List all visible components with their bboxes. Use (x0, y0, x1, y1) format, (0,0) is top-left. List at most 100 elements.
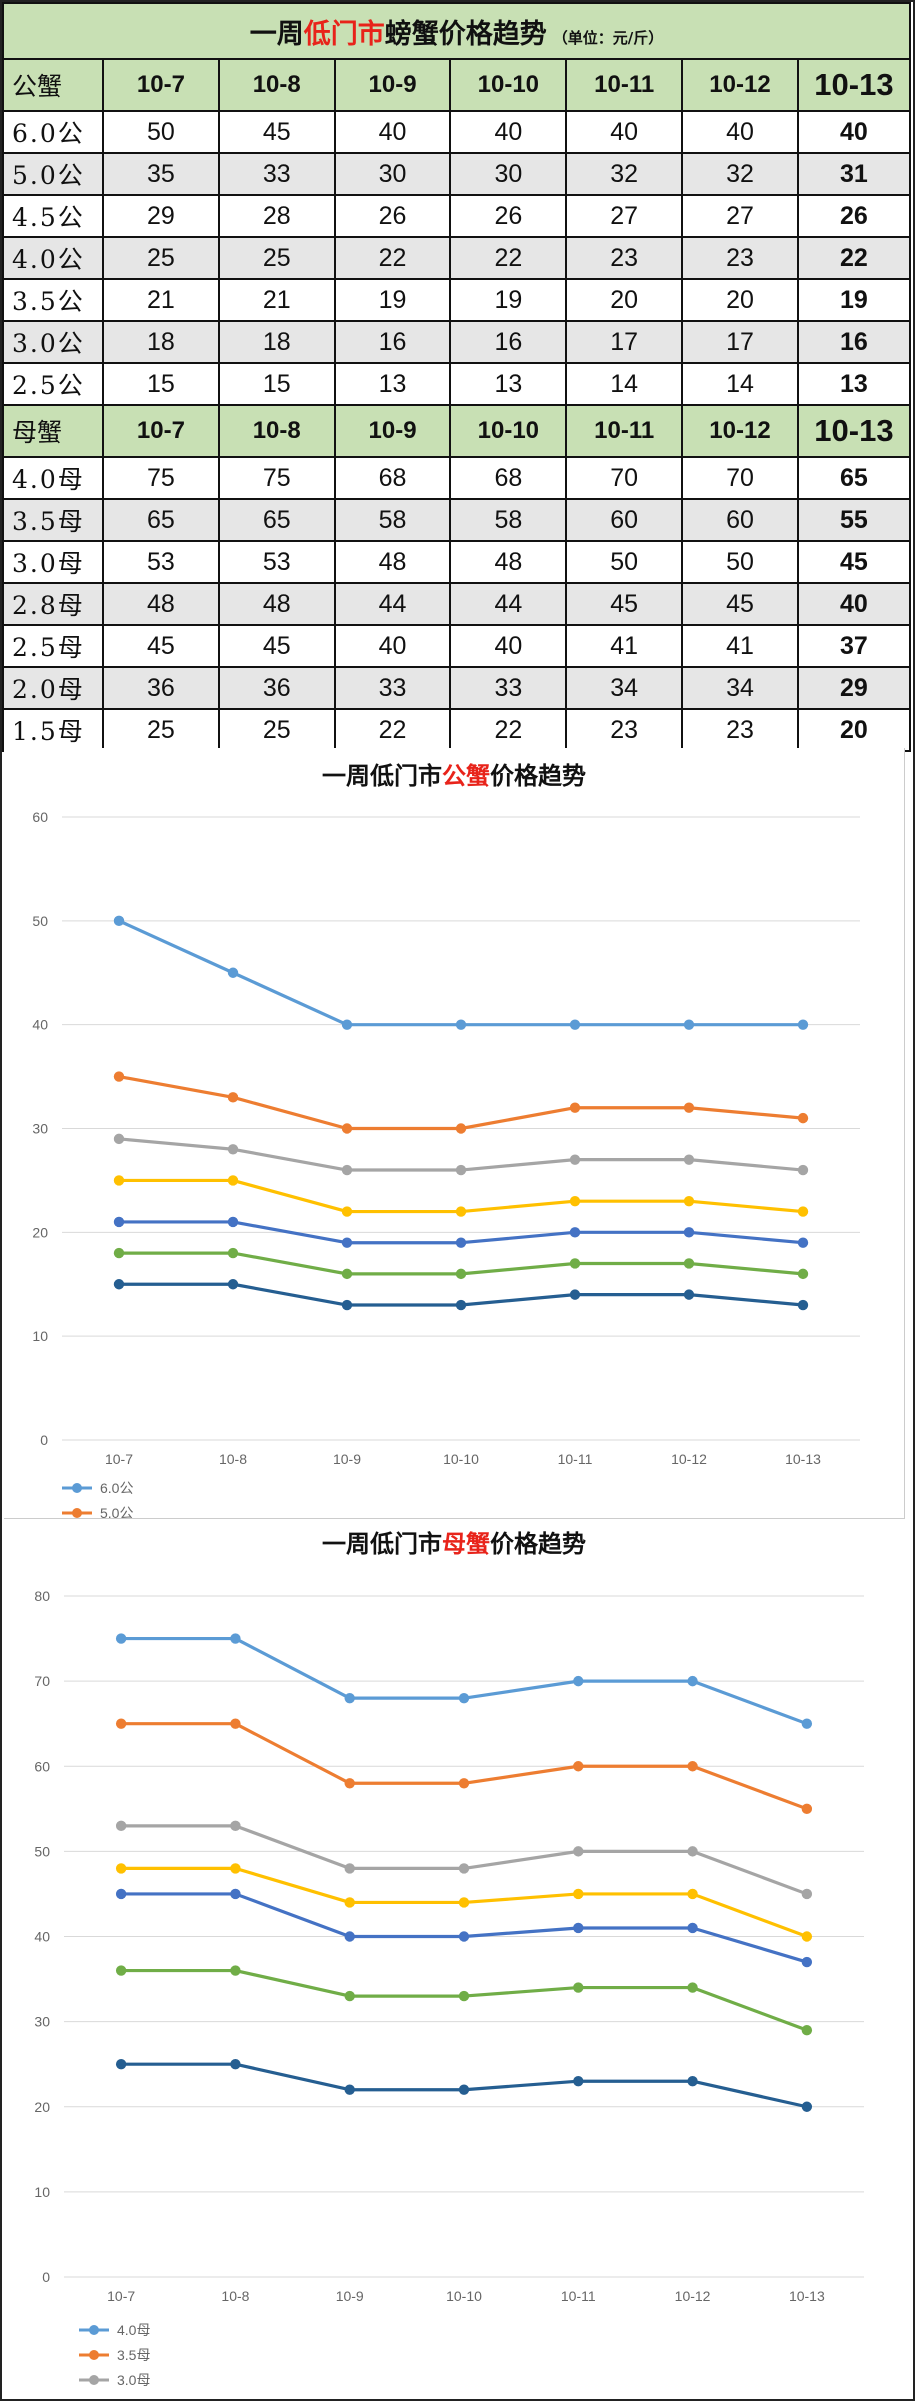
data-point (683, 1227, 695, 1238)
size-label: 6.0公 (2, 110, 104, 154)
data-point (573, 1888, 584, 1900)
data-point (683, 1258, 695, 1269)
data-point (801, 1931, 813, 1942)
y-tick-label: 50 (34, 1843, 50, 1859)
x-tick-label: 10-7 (107, 2288, 135, 2304)
legend-marker (72, 1483, 82, 1493)
data-point (458, 1931, 470, 1942)
data-point (801, 2024, 813, 2036)
table-row: 2.0母 36 36 33 33 34 34 29 (2, 666, 912, 710)
data-point (344, 1778, 355, 1789)
data-point (801, 1718, 813, 1729)
x-tick-label: 10-12 (675, 2288, 711, 2304)
price-cell: 20 (681, 278, 799, 322)
data-point (801, 1956, 813, 1968)
price-cell: 23 (681, 708, 799, 752)
price-cell: 19 (333, 278, 452, 322)
x-tick-label: 10-13 (785, 1451, 821, 1467)
price-cell: 14 (681, 362, 799, 406)
y-tick-label: 20 (32, 1224, 48, 1240)
price-cell: 15 (102, 362, 220, 406)
price-cell: 44 (449, 582, 568, 626)
price-cell: 68 (333, 456, 452, 500)
table-row: 3.0母 53 53 48 48 50 50 45 (2, 540, 912, 584)
y-tick-label: 0 (40, 1432, 48, 1448)
data-point (801, 1888, 813, 1900)
data-point (230, 1888, 241, 1900)
price-cell: 27 (681, 194, 799, 238)
data-point (230, 2058, 241, 2070)
price-cell: 25 (217, 236, 336, 280)
data-point (230, 1863, 241, 1874)
price-cell: 33 (217, 152, 336, 196)
data-point (573, 1982, 584, 1993)
date-header: 10-9 (333, 404, 452, 458)
table-row: 6.0公 50 45 40 40 40 40 40 (2, 110, 912, 154)
data-point (230, 1820, 241, 1832)
table-row: 1.5母 25 25 22 22 23 23 20 (2, 708, 912, 752)
x-tick-label: 10-10 (443, 1451, 479, 1467)
data-point (344, 1692, 355, 1704)
size-label: 2.5公 (2, 362, 104, 406)
price-cell: 50 (102, 110, 220, 154)
price-cell: 50 (681, 540, 799, 584)
price-cell: 13 (333, 362, 452, 406)
y-tick-label: 0 (42, 2269, 50, 2285)
data-point (569, 1289, 581, 1300)
data-point (115, 1888, 127, 1900)
data-point (230, 1965, 241, 1976)
price-cell: 25 (102, 236, 220, 280)
data-point (797, 1237, 809, 1248)
table-row: 5.0公 35 33 30 30 32 32 31 (2, 152, 912, 196)
price-cell: 15 (217, 362, 336, 406)
price-cell: 65 (217, 498, 336, 542)
price-cell: 40 (333, 624, 452, 668)
price-cell: 29 (796, 666, 912, 710)
chart-title-prefix: 一周低门市 (322, 761, 442, 790)
price-cell: 18 (102, 320, 220, 364)
price-cell: 37 (796, 624, 912, 668)
data-point (687, 1846, 698, 1857)
price-cell: 19 (796, 278, 912, 322)
data-point (344, 1990, 355, 2002)
price-cell: 45 (217, 110, 336, 154)
price-cell: 21 (217, 278, 336, 322)
data-point (113, 915, 125, 927)
data-point (227, 1247, 239, 1259)
data-point (687, 1675, 698, 1687)
size-label: 3.5母 (2, 498, 104, 542)
y-tick-label: 10 (34, 2184, 50, 2200)
price-cell: 34 (681, 666, 799, 710)
price-cell: 45 (565, 582, 684, 626)
price-cell: 28 (217, 194, 336, 238)
female-crab-chart: 一周低门市母蟹价格趋势 0 10 20 30 40 50 60 70 80 10-7 10-8 10-9… (4, 1520, 904, 2393)
price-cell: 70 (565, 456, 684, 500)
price-cell: 40 (449, 624, 568, 668)
data-point (341, 1019, 353, 1030)
chart-title-highlight: 母蟹 (442, 1529, 490, 1558)
series-line (121, 1824, 808, 1896)
table-title-row: 一周低门市螃蟹价格趋势 （单位：元/斤） (2, 2, 911, 60)
price-cell: 29 (102, 194, 220, 238)
price-cell: 23 (681, 236, 799, 280)
x-tick-label: 10-11 (558, 1451, 593, 1467)
data-point (458, 1778, 470, 1789)
price-cell: 22 (333, 708, 452, 752)
data-point (687, 1922, 698, 1934)
price-cell: 25 (102, 708, 220, 752)
x-tick-label: 10-9 (333, 1451, 361, 1467)
female-crab-chart-svg: 一周低门市母蟹价格趋势 0 10 20 30 40 50 60 70 80 10-7 10-8 10-9… (34, 1529, 864, 2388)
price-cell: 53 (217, 540, 336, 584)
legend-label: 5.0公 (100, 1505, 133, 1518)
data-point (344, 1931, 355, 1942)
date-header: 10-8 (217, 404, 336, 458)
price-cell: 48 (333, 540, 452, 584)
y-tick-label: 60 (32, 809, 48, 825)
price-cell: 45 (681, 582, 799, 626)
data-point (458, 1692, 470, 1704)
price-cell: 14 (565, 362, 684, 406)
price-cell: 34 (565, 666, 684, 710)
date-header: 10-7 (102, 404, 220, 458)
data-point (797, 1112, 809, 1124)
price-cell: 17 (681, 320, 799, 364)
